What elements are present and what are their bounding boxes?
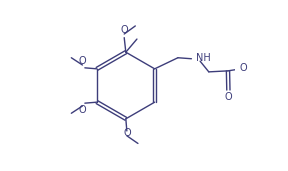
Text: O: O [123,128,131,138]
Text: NH: NH [196,53,211,63]
Text: O: O [239,63,247,73]
Text: O: O [225,93,232,102]
Text: O: O [120,25,128,35]
Text: O: O [79,56,86,66]
Text: O: O [79,105,86,115]
